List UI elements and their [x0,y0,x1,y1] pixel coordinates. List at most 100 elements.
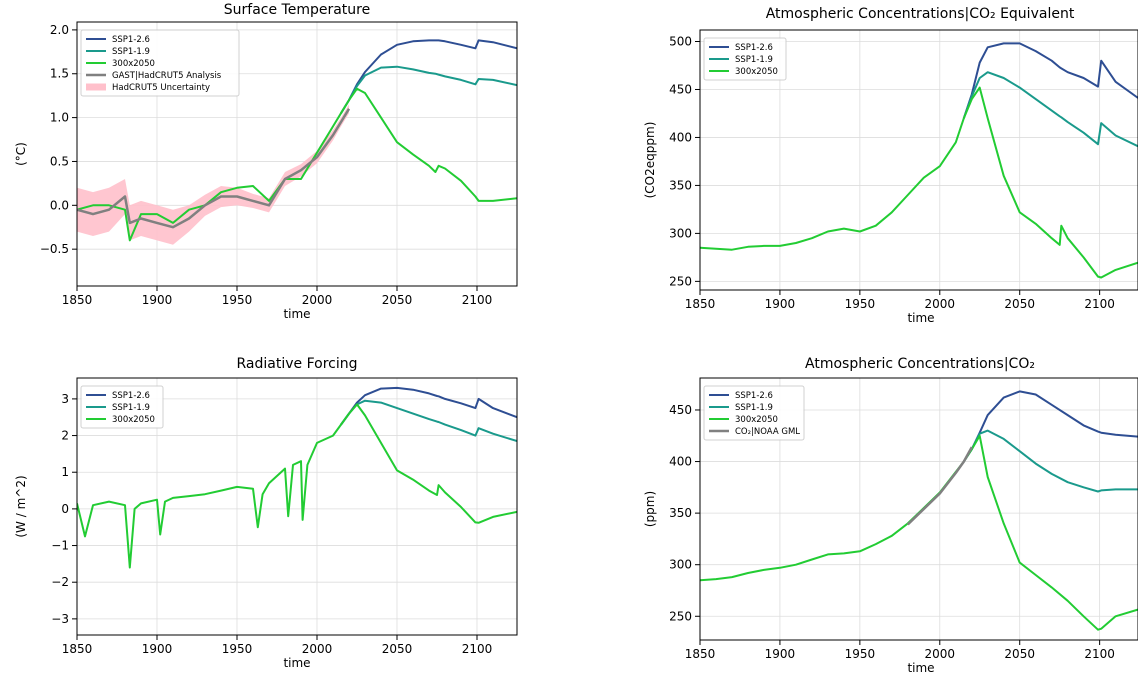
uncertainty-band [77,104,349,245]
x-tick-label: 1850 [62,293,93,307]
y-axis-label: (°C) [14,142,28,166]
x-tick-label: 2050 [1004,297,1035,311]
chart-title: Atmospheric Concentrations|CO₂ Equivalen… [766,6,1075,22]
x-tick-label: 2100 [1084,297,1115,311]
legend-box [80,29,240,97]
x-tick-label: 1950 [845,647,876,661]
x-tick-label: 2100 [1084,647,1115,661]
series-line [340,386,517,426]
y-tick-label: 3 [61,392,69,406]
x-tick-label: 1850 [685,647,716,661]
chart-title: Radiative Forcing [237,356,358,372]
legend-label: SSP1-2.6 [112,391,150,401]
legend-label: HadCRUT5 Uncertainty [112,83,210,93]
series-line [340,65,517,114]
series-line [77,108,351,229]
x-tick-label: 2100 [462,642,493,656]
legend-label: SSP1-1.9 [112,47,150,57]
series-line [700,434,1138,631]
y-tick-label: 0.0 [50,198,69,212]
series-line [77,87,517,242]
legend-box [703,37,787,81]
y-tick-label: −2 [51,575,69,589]
legend-label: 300x2050 [735,67,778,77]
series-line [77,403,517,569]
y-tick-label: 450 [669,82,692,96]
y-tick-label: 300 [669,226,692,240]
y-axis-label: (W / m^2) [14,475,28,537]
series-line [962,71,1138,148]
axes-frame [76,21,518,287]
plot-lines [700,390,1138,631]
x-tick-label: 1850 [685,297,716,311]
x-tick-label: 2000 [925,647,956,661]
x-tick-label: 2050 [382,293,413,307]
legend-label: SSP1-1.9 [735,55,773,65]
chart-title: Atmospheric Concentrations|CO₂ [805,356,1035,372]
legend-label: 300x2050 [735,415,778,425]
legend-label: SSP1-1.9 [735,403,773,413]
x-tick-label: 1850 [62,642,93,656]
legend-box [80,385,164,429]
y-axis-label: (ppm) [643,491,657,527]
subplot: 1850 1900 1950 2000 2050 2100 −3 −2 −1 0 1 2 3 Radiat… [14,356,518,670]
x-tick-label: 1900 [765,297,796,311]
y-tick-label: 300 [669,558,692,572]
x-axis-label: time [907,661,934,675]
y-tick-label: 1.5 [50,67,69,81]
legend-label: SSP1-1.9 [112,403,150,413]
x-axis-label: time [283,656,310,670]
legend-swatch [86,83,106,91]
axes-frame [699,29,1138,291]
legend-box [703,385,805,441]
axes-frame [699,377,1138,641]
y-tick-label: 1 [61,465,69,479]
y-tick-label: −0.5 [40,242,69,256]
y-tick-label: 250 [669,274,692,288]
y-tick-label: 0 [61,502,69,516]
legend-label: GAST|HadCRUT5 Analysis [112,71,222,81]
y-tick-label: 0.5 [50,154,69,168]
plot-lines [700,42,1138,279]
x-tick-label: 2000 [302,293,333,307]
subplot: 1850 1900 1950 2000 2050 2100 250 300 350 400 450 A… [643,356,1138,675]
y-tick-label: 250 [669,609,692,623]
y-tick-label: −1 [51,539,69,553]
x-tick-label: 1950 [222,642,253,656]
y-tick-label: −3 [51,612,69,626]
y-tick-label: 450 [669,403,692,417]
x-axis-label: time [907,311,934,325]
legend-label: 300x2050 [112,59,155,69]
series-line [340,399,517,443]
y-tick-label: 1.0 [50,111,69,125]
legend-label: CO₂|NOAA GML [735,427,800,437]
y-tick-label: 400 [669,455,692,469]
subplot: 1850 1900 1950 2000 2050 2100 −0.5 0.0 0.5 1.0 1.5… [14,2,518,321]
x-tick-label: 1950 [845,297,876,311]
y-tick-label: 400 [669,130,692,144]
series-line [906,446,973,526]
x-tick-label: 1950 [222,293,253,307]
x-axis-label: time [283,307,310,321]
axes-frame [76,377,518,636]
legend-label: SSP1-2.6 [112,35,150,45]
chart-title: Surface Temperature [224,2,370,18]
subplot: 1850 1900 1950 2000 2050 2100 250 300 350 400 450 5… [643,6,1138,325]
x-tick-label: 1900 [765,647,796,661]
legend-label: 300x2050 [112,415,155,425]
plot-lines [77,386,517,569]
series-line [962,429,1138,493]
y-axis-label: (CO2eqppm) [643,122,657,199]
x-tick-label: 1900 [142,293,173,307]
y-tick-label: 500 [669,35,692,49]
x-tick-label: 2050 [1004,647,1035,661]
x-tick-label: 2050 [382,642,413,656]
y-tick-label: 2.0 [50,23,69,37]
legend-label: SSP1-2.6 [735,391,773,401]
x-tick-label: 2000 [925,297,956,311]
series-line [700,86,1138,279]
y-tick-label: 350 [669,506,692,520]
y-tick-label: 2 [61,429,69,443]
